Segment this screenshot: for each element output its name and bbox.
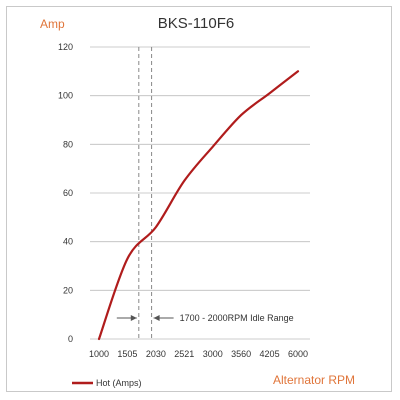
- x-tick-1505: 1505: [117, 349, 137, 359]
- gridlines: [90, 46, 310, 340]
- y-tick-40: 40: [63, 237, 73, 247]
- series-line-hot: [97, 70, 300, 341]
- series-layer: [97, 70, 300, 341]
- x-tick-2030: 2030: [146, 349, 166, 359]
- chart-title: BKS-110F6: [158, 15, 234, 32]
- chart-frame: [6, 6, 392, 392]
- y-axis-label: Amp: [40, 17, 65, 31]
- legend: Hot (Amps): [72, 378, 142, 388]
- y-tick-80: 80: [63, 139, 73, 149]
- y-tick-120: 120: [58, 42, 73, 52]
- idle-range-markers: 1700 - 2000RPM Idle Range: [116, 47, 294, 339]
- x-tick-1000: 1000: [89, 349, 109, 359]
- idle-arrow-left-head: [130, 315, 137, 321]
- x-tick-6000: 6000: [288, 349, 308, 359]
- y-tick-20: 20: [63, 285, 73, 295]
- y-tick-0: 0: [68, 334, 73, 344]
- idle-range-label: 1700 - 2000RPM Idle Range: [180, 313, 294, 323]
- x-tick-2521: 2521: [174, 349, 194, 359]
- x-tick-labels: 1000 1505 2030 2521 3000 3560 4205 6000: [89, 349, 308, 359]
- x-axis-label: Alternator RPM: [273, 373, 355, 387]
- x-tick-3560: 3560: [231, 349, 251, 359]
- legend-label-hot: Hot (Amps): [96, 378, 142, 388]
- idle-arrow-right-head: [153, 315, 160, 321]
- x-tick-4205: 4205: [260, 349, 280, 359]
- y-tick-60: 60: [63, 188, 73, 198]
- x-tick-3000: 3000: [203, 349, 223, 359]
- y-tick-labels: 0 20 40 60 80 100 120: [58, 42, 73, 344]
- y-tick-100: 100: [58, 91, 73, 101]
